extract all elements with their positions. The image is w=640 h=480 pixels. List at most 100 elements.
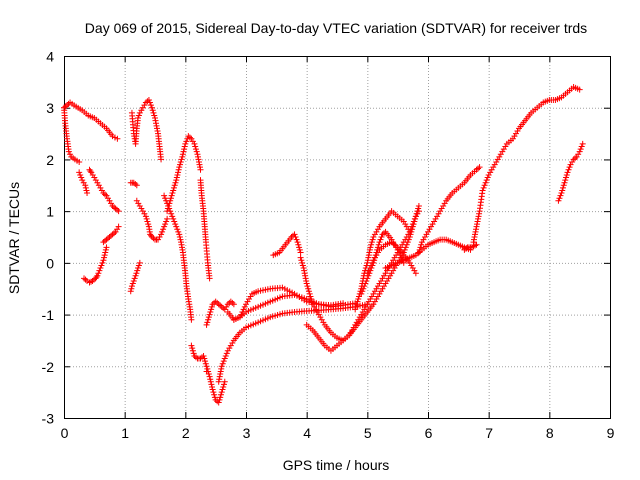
data-point bbox=[170, 215, 177, 222]
data-point bbox=[181, 146, 188, 153]
data-point bbox=[476, 210, 483, 217]
data-point bbox=[176, 231, 183, 238]
data-point bbox=[207, 378, 214, 385]
data-point bbox=[475, 213, 482, 220]
y-axis-label: SDTVAR / TECUs bbox=[6, 182, 22, 294]
data-point bbox=[203, 368, 210, 375]
data-point bbox=[353, 301, 360, 308]
data-point bbox=[299, 259, 306, 266]
data-point bbox=[563, 171, 570, 178]
data-point bbox=[164, 200, 171, 207]
data-point bbox=[153, 122, 160, 129]
data-point bbox=[303, 280, 310, 287]
data-point bbox=[402, 244, 409, 251]
data-point bbox=[579, 140, 586, 147]
data-point bbox=[361, 283, 368, 290]
data-point bbox=[377, 236, 384, 243]
data-point bbox=[308, 298, 315, 305]
data-point bbox=[135, 262, 142, 269]
data-point bbox=[308, 296, 315, 303]
data-point bbox=[76, 169, 83, 176]
data-point bbox=[93, 274, 100, 281]
data-point bbox=[160, 226, 167, 233]
data-point bbox=[306, 290, 313, 297]
data-point bbox=[471, 234, 478, 240]
data-point bbox=[208, 381, 215, 388]
data-point bbox=[211, 394, 218, 401]
data-point bbox=[101, 252, 108, 259]
data-point bbox=[202, 358, 209, 365]
data-point bbox=[136, 259, 143, 266]
data-point bbox=[130, 277, 137, 284]
data-point bbox=[556, 195, 563, 202]
data-point bbox=[471, 236, 478, 243]
data-point bbox=[180, 148, 187, 155]
data-point bbox=[218, 365, 225, 372]
data-point bbox=[77, 171, 84, 178]
data-point bbox=[176, 234, 183, 240]
data-point bbox=[415, 205, 422, 212]
data-point bbox=[210, 389, 217, 396]
data-point bbox=[216, 376, 223, 383]
data-point bbox=[143, 215, 150, 222]
data-point bbox=[148, 104, 155, 111]
data-point bbox=[132, 272, 139, 279]
data-point bbox=[173, 177, 180, 184]
data-point bbox=[190, 350, 197, 357]
data-point bbox=[566, 164, 573, 171]
data-point bbox=[415, 249, 422, 256]
data-point bbox=[163, 218, 170, 225]
data-point bbox=[375, 241, 382, 248]
data-point bbox=[298, 257, 305, 264]
data-point bbox=[409, 221, 416, 228]
data-point bbox=[479, 187, 486, 194]
data-point bbox=[179, 151, 186, 158]
y-tick-label: 2 bbox=[46, 152, 54, 168]
data-point bbox=[161, 223, 168, 230]
data-point bbox=[482, 179, 489, 186]
data-point bbox=[145, 96, 152, 103]
data-point bbox=[83, 187, 90, 194]
data-point bbox=[175, 228, 182, 235]
data-point bbox=[129, 280, 136, 287]
data-points bbox=[61, 84, 586, 406]
data-point bbox=[94, 272, 101, 279]
data-point bbox=[207, 376, 214, 383]
data-point bbox=[473, 223, 480, 230]
data-point bbox=[152, 115, 158, 122]
data-point bbox=[305, 288, 312, 295]
data-point bbox=[352, 306, 359, 313]
data-point bbox=[173, 174, 180, 181]
data-point bbox=[368, 241, 375, 248]
data-point bbox=[168, 210, 175, 217]
data-point bbox=[366, 249, 373, 256]
data-point bbox=[158, 231, 165, 238]
data-point bbox=[406, 228, 413, 235]
data-point bbox=[103, 244, 110, 251]
data-point bbox=[365, 267, 372, 274]
y-tick-label: 4 bbox=[46, 49, 54, 65]
data-point bbox=[128, 283, 135, 290]
data-point bbox=[158, 156, 165, 163]
data-point bbox=[135, 112, 142, 119]
data-point bbox=[576, 148, 583, 155]
data-point bbox=[134, 267, 141, 274]
data-point bbox=[364, 275, 371, 282]
data-point bbox=[297, 249, 304, 256]
data-point bbox=[161, 192, 168, 199]
data-point bbox=[102, 249, 109, 256]
data-point bbox=[211, 391, 218, 398]
x-tick-label: 1 bbox=[121, 425, 129, 441]
data-point bbox=[196, 161, 203, 168]
data-point bbox=[561, 179, 568, 186]
data-point bbox=[474, 218, 481, 225]
data-point bbox=[367, 262, 374, 269]
data-point bbox=[221, 355, 228, 362]
data-point bbox=[239, 308, 246, 315]
data-point bbox=[355, 296, 362, 303]
data-point bbox=[218, 389, 225, 396]
data-point bbox=[291, 231, 298, 238]
data-point bbox=[558, 190, 565, 197]
data-point bbox=[220, 383, 227, 390]
data-point bbox=[302, 275, 309, 282]
